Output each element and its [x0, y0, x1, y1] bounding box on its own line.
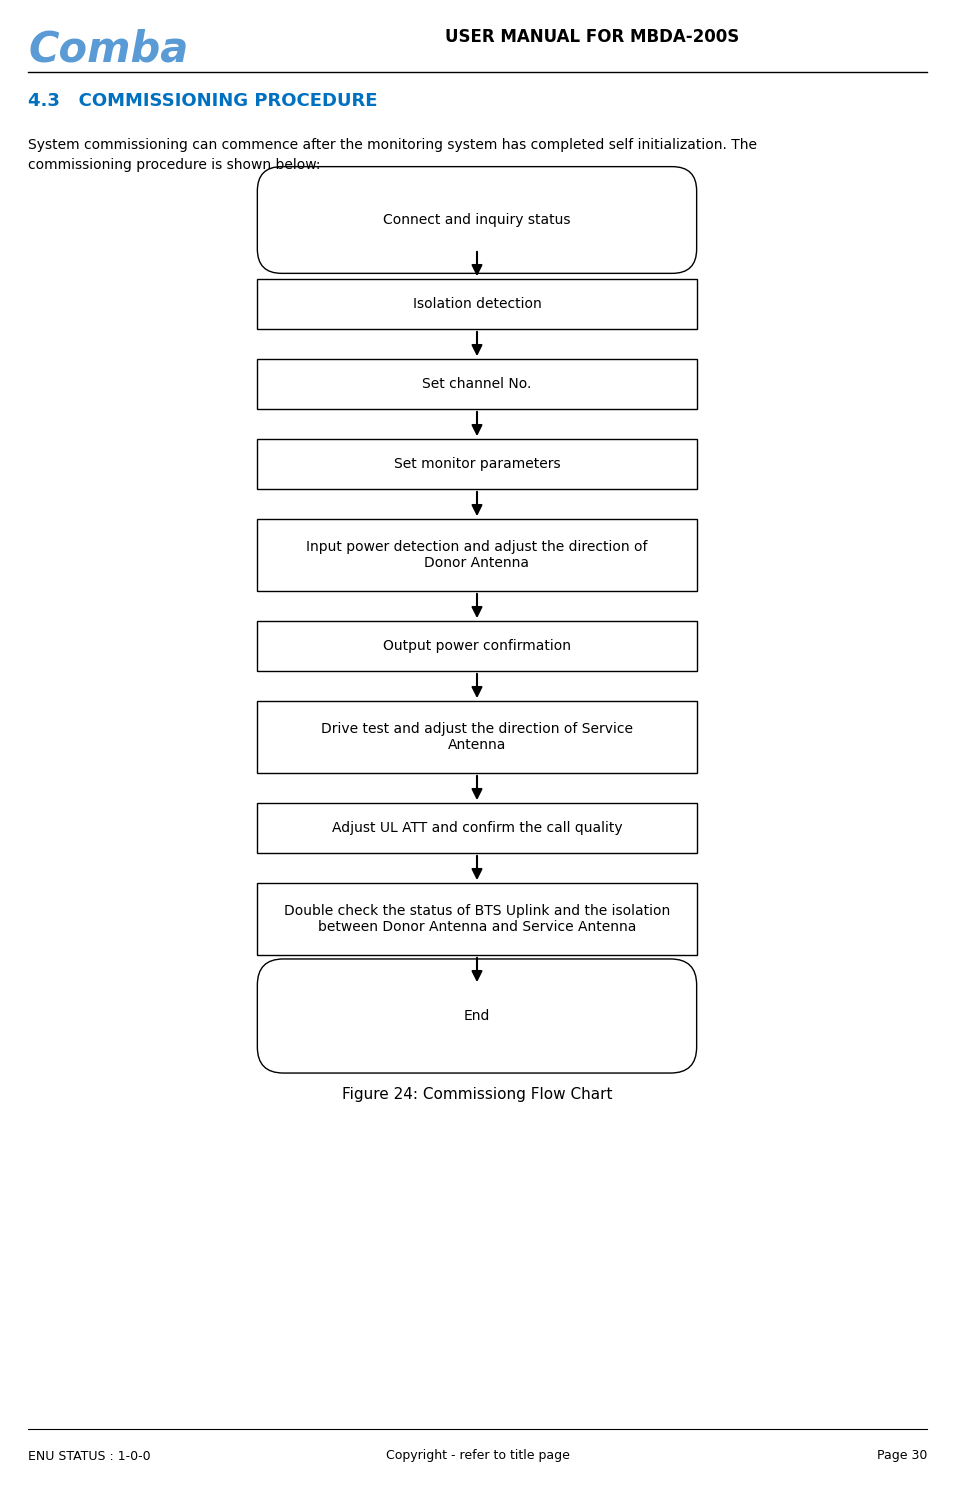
Text: Double check the status of BTS Uplink and the isolation
between Donor Antenna an: Double check the status of BTS Uplink an… — [284, 904, 670, 933]
Text: ENU STATUS : 1-0-0: ENU STATUS : 1-0-0 — [28, 1449, 151, 1463]
Text: Set channel No.: Set channel No. — [422, 377, 532, 391]
Bar — [257, 701, 696, 772]
Text: System commissioning can commence after the monitoring system has completed self: System commissioning can commence after … — [28, 139, 757, 171]
Bar — [257, 620, 696, 671]
Text: USER MANUAL FOR MBDA-200S: USER MANUAL FOR MBDA-200S — [445, 28, 739, 46]
Text: End: End — [464, 1009, 490, 1023]
Text: Copyright - refer to title page: Copyright - refer to title page — [386, 1449, 569, 1463]
Text: Comba: Comba — [28, 28, 188, 70]
Bar — [257, 519, 696, 590]
Text: Isolation detection: Isolation detection — [413, 297, 541, 312]
FancyBboxPatch shape — [257, 167, 696, 273]
Text: Adjust UL ATT and confirm the call quality: Adjust UL ATT and confirm the call quali… — [331, 822, 623, 835]
Text: Output power confirmation: Output power confirmation — [383, 640, 571, 653]
Text: Connect and inquiry status: Connect and inquiry status — [383, 213, 571, 227]
Bar — [257, 804, 696, 853]
Text: 4.3   COMMISSIONING PROCEDURE: 4.3 COMMISSIONING PROCEDURE — [28, 92, 377, 110]
Bar — [257, 279, 696, 330]
Text: Page 30: Page 30 — [877, 1449, 927, 1463]
Text: Figure 24: Commissiong Flow Chart: Figure 24: Commissiong Flow Chart — [342, 1087, 612, 1102]
Text: Drive test and adjust the direction of Service
Antenna: Drive test and adjust the direction of S… — [321, 722, 633, 751]
FancyBboxPatch shape — [257, 959, 696, 1074]
Bar — [257, 438, 696, 489]
Text: Input power detection and adjust the direction of
Donor Antenna: Input power detection and adjust the dir… — [307, 540, 647, 570]
Bar — [257, 883, 696, 956]
Text: Set monitor parameters: Set monitor parameters — [393, 458, 561, 471]
Bar — [257, 359, 696, 409]
